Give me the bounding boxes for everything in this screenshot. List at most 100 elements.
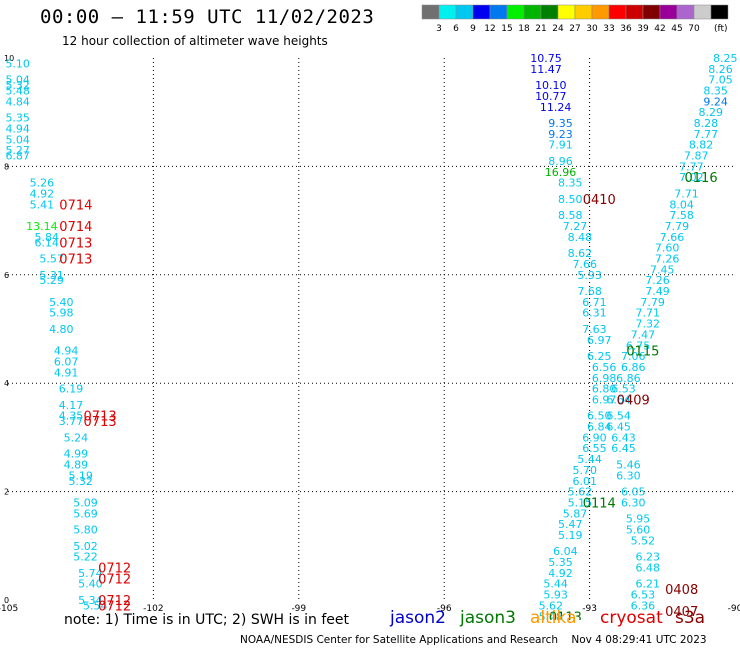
wave-height-value: 5.69 — [73, 507, 98, 520]
wave-height-value: 10.75 — [530, 52, 562, 65]
wave-height-value: 9.35 — [548, 117, 573, 130]
wave-height-value: 7.26 — [655, 253, 680, 266]
wave-height-value: 7.71 — [636, 307, 661, 320]
wave-height-value: 4.92 — [548, 567, 573, 580]
pass-time-label: 0712 — [98, 594, 131, 609]
wave-height-value: 6.25 — [587, 350, 612, 363]
wave-height-value: 6.36 — [631, 599, 656, 612]
colorbar-label: 42 — [654, 24, 665, 34]
wave-height-value: 8.82 — [689, 139, 714, 152]
wave-height-value: 5.70 — [573, 464, 598, 477]
colorbar-label: 3 — [436, 24, 442, 34]
wave-height-value: 6.90 — [582, 431, 607, 444]
color-legend: 3 6 9 12 15 18 21 24 27 30 33 36 39 42 45 70 (ft) — [421, 4, 729, 34]
wave-height-value: 5.87 — [563, 507, 588, 520]
wave-height-value: 5.32 — [5, 79, 30, 92]
wave-height-value: 6.07 — [54, 356, 79, 369]
wave-height-value: 6.23 — [636, 551, 661, 564]
plot-area: -105-102-99-96-93-9002468105.105.045.325… — [0, 52, 740, 620]
wave-height-value: 7.68 — [577, 285, 602, 298]
wave-height-value: 5.19 — [558, 529, 583, 542]
colorbar-label: 30 — [586, 24, 598, 34]
wave-height-value: 6.48 — [636, 561, 661, 574]
wave-height-value: 5.93 — [543, 589, 568, 602]
wave-height-value: 7.58 — [669, 209, 694, 222]
wave-height-value: 4.91 — [54, 366, 79, 379]
colorbar-label: 9 — [470, 24, 476, 34]
wave-height-value: 3.77 — [59, 415, 84, 428]
wave-height-value: 6.31 — [582, 307, 607, 320]
wave-height-value: 5.52 — [631, 534, 656, 547]
colorbar-label: 70 — [688, 24, 700, 34]
wave-height-value: 5.84 — [35, 231, 60, 244]
wave-height-value: 6.30 — [621, 496, 646, 509]
x-tick-label: -96 — [437, 604, 452, 614]
wave-height-value: 5.10 — [5, 57, 30, 70]
wave-height-value: 6.56 — [592, 361, 617, 374]
wave-height-value: 5.44 — [543, 578, 568, 591]
wave-height-value: 7.02 — [679, 171, 704, 184]
wave-height-value: 6.05 — [621, 486, 646, 499]
wave-height-value: 6.53 — [611, 383, 636, 396]
wave-height-value: 8.04 — [669, 198, 694, 211]
wave-height-value: 6.98 — [592, 372, 617, 385]
wave-height-value: 5.40 — [78, 578, 103, 591]
wave-height-value: 5.34 — [78, 594, 103, 607]
pass-time-label: 0712 — [98, 572, 131, 587]
colorbar-label: 6 — [453, 24, 459, 34]
wave-height-value: 5.27 — [5, 144, 30, 157]
wave-height-value: 5.09 — [73, 496, 98, 509]
chart-subtitle: 12 hour collection of altimeter wave hei… — [62, 34, 328, 48]
wave-height-value: 5.74 — [78, 567, 103, 580]
wave-height-value: 5.80 — [73, 524, 98, 537]
wave-height-value: 10.77 — [535, 90, 567, 103]
wave-height-value: 5.46 — [616, 459, 641, 472]
wave-height-value: 9.23 — [548, 128, 573, 141]
wave-height-value: 5.62 — [539, 599, 564, 612]
y-tick-label: 4 — [4, 379, 9, 388]
wave-height-value: 5.24 — [64, 431, 89, 444]
wave-height-value: 6.75 — [626, 339, 651, 352]
colorbar-unit: (ft) — [714, 24, 728, 34]
x-tick-label: -93 — [582, 604, 597, 614]
wave-height-value: 6.14 — [35, 236, 60, 249]
wave-height-value: 6.04 — [553, 545, 578, 558]
wave-height-value: 4.92 — [30, 188, 55, 201]
pass-time-label: 0113 — [549, 610, 582, 620]
wave-height-value: 4.99 — [64, 448, 89, 461]
wave-height-value: 6.21 — [636, 578, 661, 591]
wave-height-value: 7.87 — [684, 150, 709, 163]
wave-height-value: 7.79 — [665, 220, 690, 233]
wave-height-value: 9.24 — [703, 95, 728, 108]
wave-height-value: 4.35 — [59, 410, 84, 423]
credit-line: NOAA/NESDIS Center for Satellite Applica… — [240, 634, 707, 646]
pass-time-label: 0408 — [665, 583, 698, 598]
wave-height-value: 6.45 — [611, 442, 636, 455]
wave-height-value: 6.86 — [621, 361, 646, 374]
wave-height-value: 7.60 — [655, 242, 680, 255]
wave-height-value: 6.64 — [606, 393, 631, 406]
pass-time-label: 0713 — [84, 415, 117, 430]
pass-time-label: 0714 — [59, 198, 92, 213]
pass-time-label: 0713 — [59, 253, 92, 268]
wave-height-value: 7.05 — [708, 74, 733, 87]
pass-time-label: 0410 — [583, 193, 616, 208]
pass-time-label: 0713 — [84, 410, 117, 425]
wave-height-value: 7.91 — [548, 139, 573, 152]
colorbar-label: 27 — [569, 24, 580, 34]
timestamp: Nov 4 08:29:41 UTC 2023 — [571, 634, 707, 646]
legend-jason2: jason2 — [390, 608, 446, 628]
credit-text: NOAA/NESDIS Center for Satellite Applica… — [240, 634, 558, 646]
pass-time-label: 0115 — [626, 345, 659, 360]
wave-height-value: 8.25 — [713, 52, 738, 65]
wave-height-value: 5.62 — [568, 486, 593, 499]
x-tick-label: -102 — [143, 604, 163, 614]
wave-height-value: 16.96 — [545, 166, 577, 179]
wave-height-value: 6.84 — [587, 421, 612, 434]
wave-height-value: 4.94 — [54, 345, 79, 358]
wave-height-value: 5.48 — [539, 610, 564, 620]
legend-s3a: s3a — [675, 608, 706, 628]
wave-height-value: 6.55 — [582, 442, 607, 455]
units-note: note: 1) Time is in UTC; 2) SWH is in fe… — [64, 612, 350, 628]
pass-time-label: 0712 — [98, 561, 131, 576]
